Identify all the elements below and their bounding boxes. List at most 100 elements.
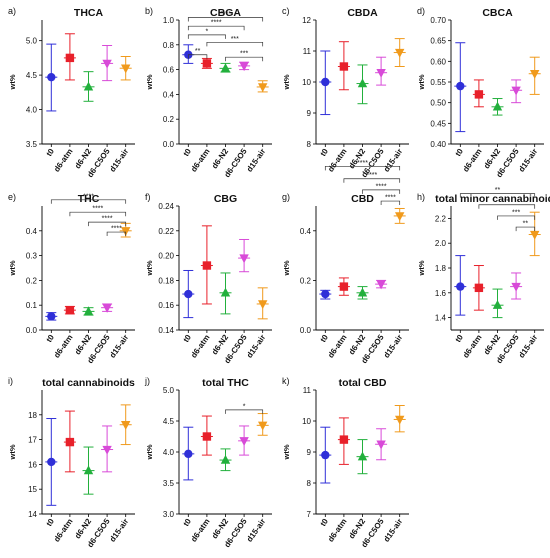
panel-title: CBD — [351, 193, 374, 205]
significance-bracket: **** — [88, 216, 127, 227]
y-tick-label: 0.2 — [300, 276, 312, 285]
significance-bracket: * — [187, 28, 226, 39]
y-tick-label: 10 — [302, 78, 311, 87]
data-point-d6-N2 — [357, 78, 368, 88]
significance-bracket: *** — [206, 36, 264, 47]
bracket-line — [380, 200, 401, 206]
data-point-t0 — [184, 289, 193, 299]
x-tick-label: d15-air — [245, 333, 267, 360]
y-tick-label: 9 — [307, 448, 312, 457]
significance-bracket: **** — [69, 206, 127, 217]
panel-label: f) — [145, 192, 151, 202]
y-tick-label: 0.4 — [300, 227, 312, 236]
x-tick-label: d15-air — [382, 333, 404, 360]
y-axis-label: wt% — [145, 260, 154, 276]
bracket-line — [515, 226, 536, 232]
x-tick-label: d15-air — [108, 517, 130, 544]
y-tick-label: 0.3 — [26, 252, 38, 261]
panel-b: b) CBGA0.00.20.40.60.81.0wt%t0d6-atmd6-N2… — [145, 6, 272, 179]
y-tick-label: 0.45 — [430, 119, 446, 128]
data-point-d6-N2 — [357, 287, 368, 297]
x-tick-label: d15-air — [108, 333, 130, 360]
panel-f: f) CBG 0.14 0.16 0.18 0.20 0.22 0.24 wt% t0d6-atm… — [145, 192, 272, 365]
bracket-line — [69, 211, 127, 217]
x-tick-label: d15-air — [382, 147, 404, 174]
data-point-d6-N2 — [83, 465, 94, 475]
y-axis-label: wt% — [282, 444, 291, 460]
x-tick-label: d6-atm — [461, 333, 483, 360]
y-tick-label: 4.0 — [163, 448, 175, 457]
panel-label: d) — [417, 6, 425, 16]
data-point-d6-atm — [65, 437, 75, 447]
panel-a: a) THCA3.54.04.55.0wt%t0d6-atmd6-N2d6-C5O… — [8, 6, 135, 179]
x-tick-label: t0 — [44, 333, 56, 344]
bracket-line — [187, 34, 226, 39]
y-tick-label: 8 — [307, 479, 312, 488]
y-axis-label: wt% — [417, 74, 426, 90]
x-tick-label: d6-atm — [52, 147, 74, 174]
significance-bracket: **** — [187, 11, 264, 22]
data-point-d15-air — [530, 230, 540, 240]
significance-label: **** — [385, 195, 396, 202]
data-point-d15-air — [258, 83, 268, 93]
data-point-d6-C5O5 — [511, 282, 521, 292]
x-tick-label: t0 — [181, 517, 193, 528]
significance-bracket: **** — [106, 226, 127, 237]
panel-label: c) — [282, 6, 290, 16]
data-point-d6-N2 — [492, 300, 503, 309]
data-point-d6-atm — [339, 435, 349, 444]
y-tick-label: 1.4 — [435, 314, 447, 323]
bracket-line — [497, 215, 536, 220]
panel-title: total cannabinoids — [42, 377, 135, 389]
panel-title: total CBD — [339, 377, 387, 389]
panel-title: CBCA — [482, 7, 513, 19]
panel-label: i) — [8, 376, 13, 386]
y-tick-label: 0.14 — [158, 326, 174, 335]
significance-label: **** — [366, 172, 377, 179]
significance-bracket: *** — [225, 51, 264, 62]
data-point-d6-C5O5 — [102, 445, 112, 455]
x-tick-label: d6-atm — [326, 147, 348, 174]
panel-title: CBGA — [210, 7, 241, 19]
data-point-d15-air — [395, 48, 405, 58]
bracket-line — [88, 221, 127, 227]
data-point-d15-air — [530, 70, 540, 79]
bracket-line — [106, 231, 127, 237]
panel-title: CBG — [214, 193, 237, 205]
y-axis-label: wt% — [145, 444, 154, 460]
data-point-d6-N2 — [220, 454, 231, 464]
y-tick-label: 0.1 — [26, 301, 38, 310]
data-point-d6-N2 — [83, 81, 94, 91]
data-point-d6-N2 — [83, 306, 94, 316]
panel-label: h) — [417, 192, 425, 202]
data-point-t0 — [321, 289, 330, 299]
significance-label: **** — [102, 216, 113, 223]
y-axis-label: wt% — [417, 260, 426, 276]
y-tick-label: 0.24 — [158, 202, 174, 211]
significance-bracket: * — [225, 403, 264, 414]
y-tick-label: 17 — [28, 436, 37, 445]
significance-label: **** — [83, 193, 94, 200]
y-tick-label: 0.2 — [26, 276, 38, 285]
y-tick-label: 4.5 — [26, 71, 38, 80]
data-point-t0 — [321, 450, 330, 460]
bracket-line — [187, 17, 264, 22]
y-tick-label: 3.5 — [26, 140, 38, 149]
data-point-d6-atm — [339, 62, 349, 71]
y-tick-label: 0.65 — [430, 37, 446, 46]
data-point-d6-atm — [202, 59, 212, 68]
data-point-d6-C5O5 — [239, 437, 249, 447]
x-tick-label: d6-atm — [52, 517, 74, 544]
significance-label: **** — [220, 11, 231, 18]
data-point-d15-air — [121, 227, 131, 236]
panel-label: a) — [8, 6, 16, 16]
y-tick-label: 0.6 — [163, 66, 175, 75]
x-tick-label: t0 — [181, 147, 193, 158]
data-point-t0 — [184, 449, 193, 459]
significance-label: ** — [495, 187, 501, 194]
y-tick-label: 0.18 — [158, 276, 174, 285]
data-point-d6-atm — [339, 282, 349, 291]
x-tick-label: d6-atm — [461, 147, 483, 174]
y-tick-label: 0.16 — [158, 301, 174, 310]
significance-label: **** — [376, 183, 387, 190]
